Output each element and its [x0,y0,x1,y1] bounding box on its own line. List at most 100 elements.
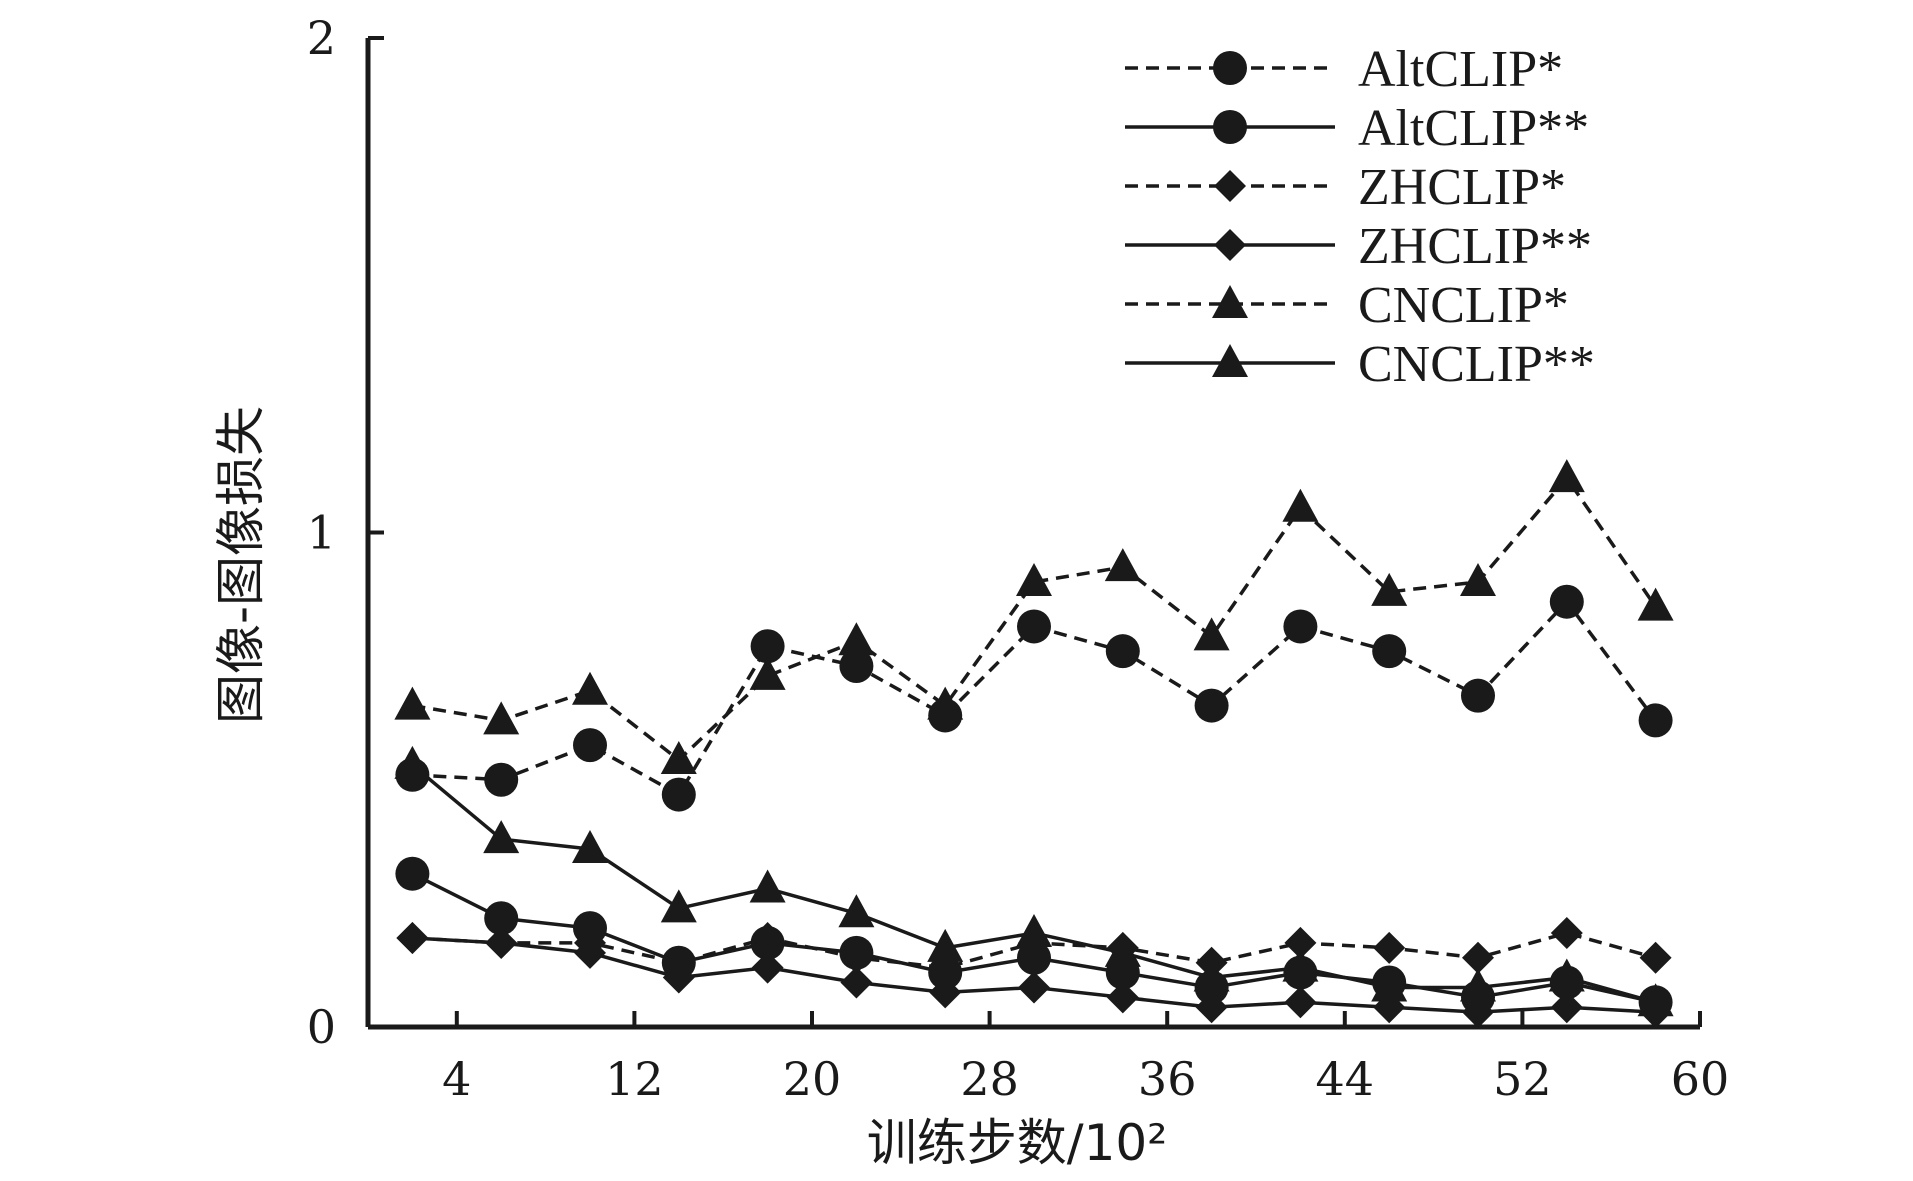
data-point-cnclipss [927,928,964,962]
data-point-cnclips [1371,572,1408,606]
x-tick-label: 20 [783,1052,842,1106]
data-point-altclipss [395,856,430,891]
legend-marker [1213,110,1247,144]
data-point-zhclipss [1462,996,1494,1029]
data-point-cnclips [660,740,697,774]
data-point-cnclips [572,671,608,705]
data-point-altclips [750,629,785,664]
data-point-altclips [573,728,607,763]
data-point-cnclips [749,656,786,690]
data-point-cnclipss [572,829,608,863]
x-tick-label: 12 [605,1052,664,1106]
data-point-cnclipss [660,889,697,923]
legend: AltCLIP*AltCLIP**ZHCLIP*ZHCLIP**CNCLIP*C… [1125,41,1595,393]
series-altclips [395,584,1673,812]
data-point-cnclipss [1460,968,1496,1002]
data-point-cnclips [838,622,875,656]
x-tick-label: 52 [1493,1052,1552,1106]
legend-label: CNCLIP** [1358,336,1595,393]
data-point-zhclipss [751,951,784,984]
data-point-cnclipss [1637,983,1674,1017]
series-layer [394,459,1674,1029]
data-point-cnclipss [1548,958,1585,992]
data-point-cnclipss [1282,948,1319,982]
data-point-zhclips [840,941,873,974]
data-point-cnclipss [1193,958,1230,992]
data-point-zhclipss [574,936,606,969]
data-point-altclips [1105,634,1140,669]
x-tick-label: 44 [1316,1052,1375,1106]
data-point-altclipss [484,901,519,936]
legend-item-zhclips: ZHCLIP* [1125,159,1566,216]
data-point-cnclips [1016,562,1052,596]
data-point-altclips [484,762,519,797]
x-axis-title: 训练步数/10² [867,1114,1168,1172]
x-tick-label: 4 [442,1052,471,1106]
data-point-zhclipss [1284,986,1317,1019]
data-point-cnclips [1282,488,1319,522]
data-point-zhclips [751,921,784,954]
data-point-cnclipss [1016,914,1052,948]
data-point-cnclipss [1104,933,1141,967]
data-point-cnclips [1193,617,1230,651]
data-point-zhclips [1373,931,1406,964]
data-point-cnclipss [1371,968,1408,1002]
legend-marker [1212,285,1248,318]
data-point-altclips [1194,688,1229,723]
data-point-cnclips [927,686,964,720]
legend-item-zhclipss: ZHCLIP** [1125,218,1592,275]
data-point-cnclips [1104,548,1141,582]
data-point-zhclipss [840,966,873,999]
legend-item-altclipss: AltCLIP** [1125,100,1589,157]
y-axis-title: 图像-图像损失 [212,406,270,724]
y-tick-label: 0 [307,1000,336,1054]
x-tick-label: 60 [1671,1052,1730,1106]
series-cnclipss [394,745,1674,1017]
x-ticks: 4 12 20 28 36 44 52 60 [442,1011,1729,1106]
data-point-zhclipss [929,976,962,1009]
x-tick-label: 36 [1138,1052,1197,1106]
series-line-cnclips [412,476,1658,762]
legend-label: AltCLIP* [1358,41,1563,98]
legend-item-cnclips: CNCLIP* [1125,277,1569,334]
data-point-zhclips [1639,941,1672,974]
data-point-cnclipss [838,894,875,928]
y-tick-label: 2 [307,11,336,65]
data-point-altclips [1461,678,1495,713]
data-point-cnclips [1637,587,1674,621]
series-cnclips [394,459,1674,774]
data-point-cnclips [483,701,520,735]
legend-label: ZHCLIP* [1358,159,1566,216]
legend-item-altclips: AltCLIP* [1125,41,1563,98]
legend-label: ZHCLIP** [1358,218,1592,275]
data-point-altclips [661,777,696,812]
data-point-altclips [839,649,874,684]
data-point-zhclips [1550,917,1583,950]
y-ticks: 0 1 2 [307,11,384,1054]
data-point-zhclipss [396,921,429,954]
data-point-zhclipss [1550,991,1583,1024]
legend-marker [1213,51,1247,85]
legend-marker [1214,170,1246,202]
data-point-zhclips [1284,926,1317,959]
data-point-cnclips [1548,459,1585,493]
legend-marker [1214,229,1246,261]
data-point-zhclipss [662,961,695,994]
legend-marker [1212,344,1248,377]
data-point-cnclipss [749,869,786,903]
data-point-altclips [1638,703,1673,738]
legend-item-cnclipss: CNCLIP** [1125,336,1595,393]
data-point-zhclipss [1106,981,1139,1014]
data-point-cnclips [394,686,431,720]
y-tick-label: 1 [307,506,336,560]
legend-label: CNCLIP* [1358,277,1569,334]
x-tick-label: 28 [960,1052,1019,1106]
data-point-cnclipss [394,745,431,779]
data-point-zhclipss [485,926,518,959]
data-point-cnclips [1460,562,1496,596]
data-point-zhclips [1462,941,1494,974]
data-point-cnclipss [483,820,520,854]
data-point-altclips [1372,634,1407,669]
data-point-zhclipss [1018,971,1050,1004]
